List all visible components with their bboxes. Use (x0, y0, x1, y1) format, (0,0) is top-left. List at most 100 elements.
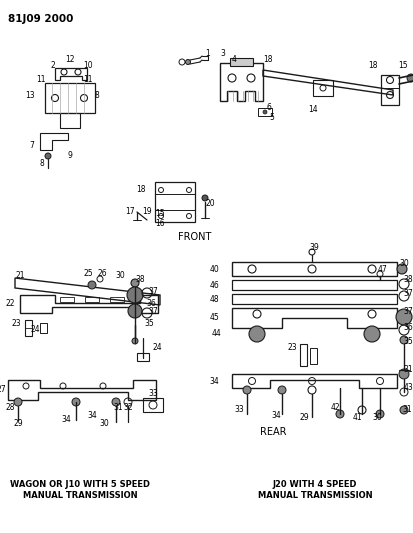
Bar (310, 348, 317, 364)
Text: 18: 18 (368, 61, 378, 69)
Circle shape (185, 60, 190, 64)
Text: 20: 20 (205, 199, 215, 208)
Circle shape (400, 336, 408, 344)
Text: 39: 39 (309, 244, 319, 253)
Circle shape (243, 386, 251, 394)
Text: 37: 37 (403, 308, 413, 317)
Text: 27: 27 (0, 385, 6, 394)
Text: 31: 31 (403, 366, 413, 375)
Text: 37: 37 (403, 289, 413, 298)
Text: 26: 26 (97, 269, 107, 278)
Text: 29: 29 (13, 418, 23, 427)
Circle shape (364, 326, 380, 342)
Text: 1: 1 (206, 49, 210, 58)
Text: 47: 47 (377, 265, 387, 274)
Text: 11: 11 (83, 76, 93, 85)
Bar (85, 297, 99, 302)
Bar (155, 182, 195, 222)
Text: 4: 4 (232, 55, 236, 64)
Text: 35: 35 (403, 337, 413, 346)
Text: REAR: REAR (260, 427, 286, 437)
Circle shape (202, 195, 208, 201)
Text: 25: 25 (83, 269, 93, 278)
Text: 29: 29 (299, 414, 309, 423)
Text: 31: 31 (402, 406, 412, 415)
Text: 44: 44 (212, 329, 222, 338)
Circle shape (72, 398, 80, 406)
Text: 24: 24 (30, 326, 40, 335)
Bar (143, 398, 163, 412)
Text: 34: 34 (87, 411, 97, 421)
Text: 34: 34 (209, 377, 219, 386)
Text: 13: 13 (25, 92, 35, 101)
Circle shape (278, 386, 286, 394)
Circle shape (45, 153, 51, 159)
Text: 34: 34 (61, 416, 71, 424)
Text: 45: 45 (209, 312, 219, 321)
Text: 8: 8 (95, 92, 100, 101)
Text: 18: 18 (263, 55, 273, 64)
Text: 14: 14 (308, 106, 318, 115)
Text: 23: 23 (11, 319, 21, 327)
Text: 28: 28 (5, 403, 15, 413)
Bar (40, 323, 47, 333)
Text: 18: 18 (136, 184, 146, 193)
Text: 9: 9 (68, 151, 72, 160)
Text: 32: 32 (123, 403, 133, 413)
Text: 48: 48 (209, 295, 219, 303)
Circle shape (112, 398, 120, 406)
Text: 43: 43 (403, 383, 413, 392)
Text: 38: 38 (135, 274, 145, 284)
Text: 40: 40 (209, 264, 219, 273)
Text: 17: 17 (125, 207, 135, 216)
Circle shape (400, 406, 408, 414)
Text: 30: 30 (115, 271, 125, 279)
Text: 30: 30 (399, 260, 409, 269)
Bar (137, 353, 149, 361)
Text: 2: 2 (51, 61, 55, 69)
Circle shape (336, 410, 344, 418)
Text: 11: 11 (36, 76, 46, 85)
Text: 35: 35 (144, 319, 154, 327)
Text: 31: 31 (113, 403, 123, 413)
Text: 38: 38 (403, 274, 413, 284)
Text: 81J09 2000: 81J09 2000 (8, 14, 74, 24)
Text: 10: 10 (83, 61, 93, 69)
Bar (381, 75, 399, 105)
Text: 41: 41 (352, 413, 362, 422)
Text: WAGON OR J10 WITH 5 SPEED
MANUAL TRANSMISSION: WAGON OR J10 WITH 5 SPEED MANUAL TRANSMI… (10, 480, 150, 500)
Text: 30: 30 (99, 419, 109, 429)
Bar (313, 80, 333, 96)
Text: 8: 8 (40, 158, 44, 167)
Circle shape (376, 410, 384, 418)
Circle shape (263, 110, 267, 114)
Text: 30: 30 (372, 414, 382, 423)
Text: 19: 19 (142, 207, 152, 216)
Text: 23: 23 (287, 343, 297, 352)
Text: 15: 15 (398, 61, 408, 69)
Circle shape (14, 398, 22, 406)
Circle shape (131, 279, 139, 287)
Circle shape (396, 309, 412, 325)
Text: FRONT: FRONT (178, 232, 212, 242)
Text: 36: 36 (146, 298, 156, 308)
Text: 7: 7 (30, 141, 34, 150)
Bar (258, 108, 272, 116)
Text: 21: 21 (15, 271, 25, 279)
Circle shape (132, 338, 138, 344)
Circle shape (407, 74, 413, 82)
Text: 37: 37 (148, 287, 158, 295)
Text: 6: 6 (266, 102, 271, 111)
Bar (25, 320, 32, 336)
Circle shape (399, 369, 409, 379)
Text: 42: 42 (330, 402, 340, 411)
Circle shape (128, 304, 142, 318)
Bar (230, 58, 253, 66)
Bar (300, 344, 307, 366)
Text: J20 WITH 4 SPEED
MANUAL TRANSMISSION: J20 WITH 4 SPEED MANUAL TRANSMISSION (258, 480, 372, 500)
Text: 33: 33 (234, 406, 244, 415)
Text: 37: 37 (148, 306, 158, 316)
Text: 22: 22 (5, 298, 15, 308)
Circle shape (249, 326, 265, 342)
Text: 33: 33 (148, 390, 158, 399)
